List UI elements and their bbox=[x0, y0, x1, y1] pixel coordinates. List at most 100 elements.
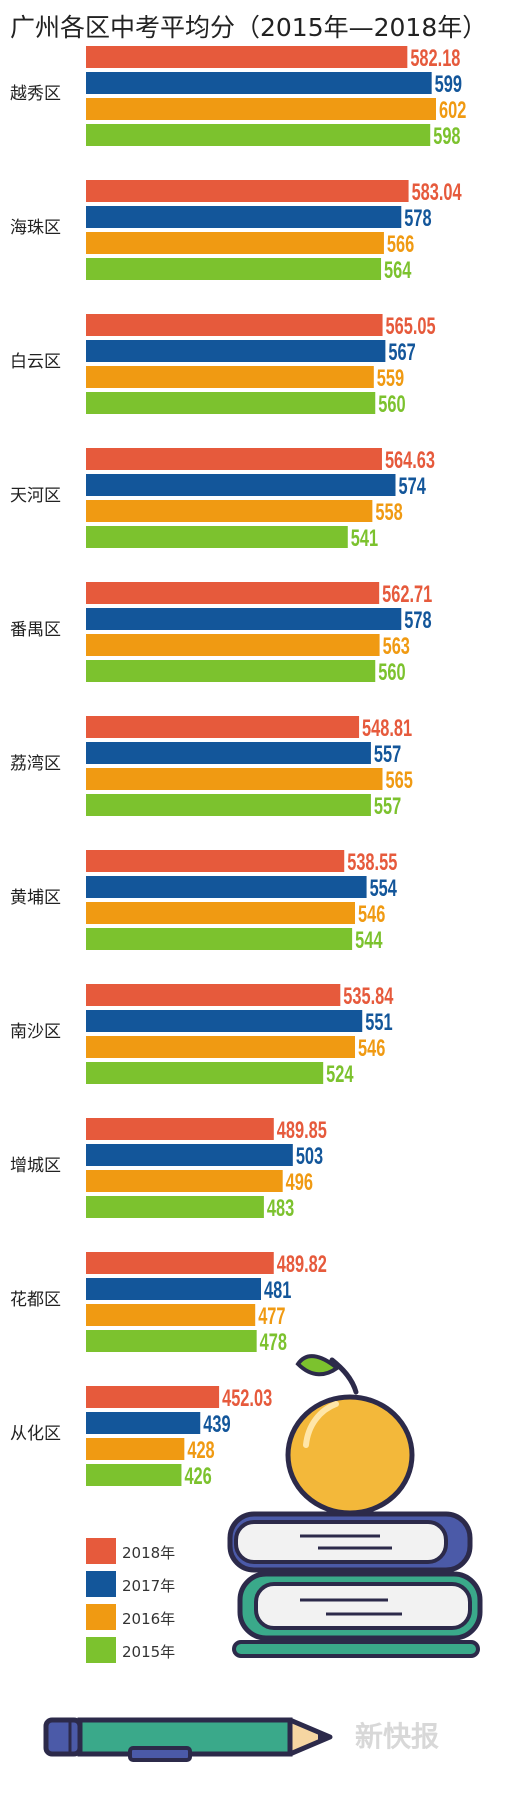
bar bbox=[86, 72, 432, 94]
bar-value-label: 551 bbox=[365, 1009, 392, 1036]
category-label: 花都区 bbox=[10, 1290, 61, 1310]
legend-swatch-2015 bbox=[86, 1637, 116, 1663]
bar-value-label: 439 bbox=[203, 1411, 230, 1438]
bar-value-label: 452.03 bbox=[222, 1385, 272, 1412]
bar bbox=[86, 928, 353, 950]
bar bbox=[86, 366, 374, 388]
bar bbox=[86, 1252, 274, 1274]
legend-label-2016: 2016年 bbox=[122, 1610, 176, 1628]
bar-value-label: 426 bbox=[184, 1463, 211, 1490]
bar bbox=[86, 1170, 283, 1192]
bar bbox=[86, 340, 386, 362]
bar-value-label: 574 bbox=[399, 473, 427, 500]
bar bbox=[86, 1196, 264, 1218]
bar-value-label: 428 bbox=[187, 1437, 214, 1464]
legend-label-2018: 2018年 bbox=[122, 1544, 176, 1562]
bar bbox=[86, 314, 383, 336]
book-stack-icon bbox=[227, 1511, 483, 1658]
bar bbox=[86, 1464, 182, 1486]
watermark: 新快报 bbox=[355, 1720, 440, 1753]
bar-value-label: 496 bbox=[286, 1169, 313, 1196]
bar-value-label: 548.81 bbox=[362, 715, 412, 742]
bar bbox=[86, 1386, 220, 1408]
bar-value-label: 557 bbox=[374, 741, 401, 768]
bar-value-label: 478 bbox=[260, 1329, 287, 1356]
bar bbox=[86, 1304, 256, 1326]
bar bbox=[86, 98, 436, 120]
category-label: 南沙区 bbox=[10, 1022, 61, 1042]
bar bbox=[86, 794, 371, 816]
bar-value-label: 582.18 bbox=[410, 45, 460, 72]
bar bbox=[86, 392, 376, 414]
bar-value-label: 578 bbox=[404, 607, 431, 634]
bar-value-label: 583.04 bbox=[412, 179, 462, 206]
bar-value-label: 559 bbox=[377, 365, 404, 392]
legend-swatch-2018 bbox=[86, 1538, 116, 1564]
bar bbox=[86, 526, 348, 548]
category-label: 荔湾区 bbox=[10, 754, 61, 774]
bar bbox=[86, 850, 345, 872]
bar bbox=[86, 1278, 261, 1300]
bar-value-label: 560 bbox=[378, 391, 405, 418]
bar-value-label: 563 bbox=[383, 633, 410, 660]
bar-value-label: 503 bbox=[296, 1143, 323, 1170]
bar-value-label: 560 bbox=[378, 659, 405, 686]
bar bbox=[86, 768, 383, 790]
bar bbox=[86, 180, 409, 202]
bar-value-label: 489.85 bbox=[277, 1117, 327, 1144]
bar bbox=[86, 232, 384, 254]
category-label: 番禺区 bbox=[10, 620, 61, 640]
bar-value-label: 544 bbox=[355, 927, 383, 954]
category-label: 天河区 bbox=[10, 486, 61, 506]
bar bbox=[86, 876, 367, 898]
category-label: 增城区 bbox=[10, 1156, 61, 1176]
bar-value-label: 554 bbox=[370, 875, 398, 902]
bar-value-label: 567 bbox=[388, 339, 415, 366]
legend-label-2017: 2017年 bbox=[122, 1577, 176, 1595]
legend-swatch-2016 bbox=[86, 1604, 116, 1630]
bar-value-label: 483 bbox=[267, 1195, 294, 1222]
bar bbox=[86, 1144, 293, 1166]
bar-value-label: 535.84 bbox=[343, 983, 393, 1010]
bar-value-label: 562.71 bbox=[382, 581, 432, 608]
bar-value-label: 538.55 bbox=[347, 849, 397, 876]
bar-value-label: 566 bbox=[387, 231, 414, 258]
bar bbox=[86, 902, 356, 924]
bar bbox=[86, 500, 373, 522]
bar-value-label: 477 bbox=[258, 1303, 285, 1330]
category-label: 越秀区 bbox=[10, 84, 61, 104]
category-label: 海珠区 bbox=[10, 218, 61, 238]
bar bbox=[86, 258, 382, 280]
bar-value-label: 598 bbox=[433, 123, 460, 150]
legend-label-2015: 2015年 bbox=[122, 1643, 176, 1661]
bar-value-label: 558 bbox=[375, 499, 402, 526]
bar bbox=[86, 1438, 185, 1460]
bar-value-label: 557 bbox=[374, 793, 401, 820]
bar bbox=[86, 634, 380, 656]
bar-value-label: 599 bbox=[435, 71, 462, 98]
bar bbox=[86, 46, 408, 68]
bar bbox=[86, 1118, 274, 1140]
bar-chart: 越秀区582.18599602598海珠区583.04578566564白云区5… bbox=[10, 45, 466, 1490]
bar-value-label: 564.63 bbox=[385, 447, 435, 474]
bar bbox=[86, 1010, 363, 1032]
bar bbox=[86, 206, 402, 228]
bar bbox=[86, 124, 431, 146]
bar-value-label: 546 bbox=[358, 1035, 385, 1062]
bar-value-label: 541 bbox=[351, 525, 378, 552]
bar bbox=[86, 984, 341, 1006]
bar bbox=[86, 582, 380, 604]
bar bbox=[86, 742, 371, 764]
bar bbox=[86, 608, 402, 630]
bar bbox=[86, 716, 360, 738]
bar bbox=[86, 1412, 201, 1434]
bar-value-label: 602 bbox=[439, 97, 466, 124]
pencil-icon bbox=[43, 1717, 333, 1762]
bar bbox=[86, 474, 396, 496]
legend-swatch-2017 bbox=[86, 1571, 116, 1597]
bar-value-label: 565.05 bbox=[386, 313, 436, 340]
category-label: 黄埔区 bbox=[10, 888, 61, 908]
chart-title: 广州各区中考平均分（2015年—2018年） bbox=[10, 13, 488, 42]
bar-value-label: 578 bbox=[404, 205, 431, 232]
bar-value-label: 489.82 bbox=[277, 1251, 327, 1278]
